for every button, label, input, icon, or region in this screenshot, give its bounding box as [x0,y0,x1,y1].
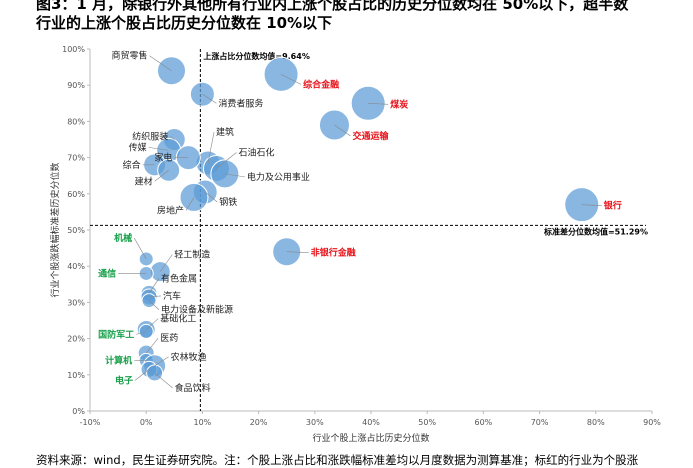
bubble-label: 纺织服装 [132,131,168,143]
x-tick-label: 50% [418,418,436,427]
label-leader-line [216,152,237,169]
label-leader-line [134,369,150,381]
x-tick-label: 20% [250,418,268,427]
bubble-label: 非银行金融 [311,247,356,259]
label-leader-line [160,254,173,272]
label-leader-line [202,93,217,104]
bubble-label: 轻工制造 [174,249,210,261]
y-tick-label: 70% [67,154,85,163]
label-leader-line [154,372,173,389]
x-tick-label: 40% [362,418,380,427]
label-leader-line [334,124,351,137]
bubble-label: 医药 [160,333,178,344]
label-leader-line [145,318,159,330]
label-leader-line [154,356,169,367]
label-leader-line [185,197,195,211]
bubble-label: 机械 [114,232,132,244]
label-leader-line [148,278,160,294]
reference-lines: 上涨占比分位数均值=9.64% 标准差分位数均值=51.29% [90,49,648,411]
label-leader-line [149,55,172,71]
x-tick-label: 70% [531,418,549,427]
bubble-label: 农林牧渔 [171,351,207,363]
title-line-2: 行业的上涨个股占比历史分位数在 10%以下 [36,14,333,32]
label-leader-line [207,131,215,164]
x-tick-label: 60% [475,418,493,427]
y-tick-label: 100% [62,45,85,54]
x-tick-label: -10% [80,418,101,427]
bubble-label: 计算机 [105,354,132,366]
bubble-label: 商贸零售 [111,50,147,62]
label-leader-line [136,331,147,335]
bubble-label: 传媒 [129,141,147,153]
source-note: 资料来源：wind，民生证券研究院。注：个股上涨占比和涨跌幅标准差均以月度数据为… [36,453,639,467]
y-tick-label: 0% [72,407,85,416]
label-leader-line [280,74,302,85]
y-tick-label: 50% [67,226,85,235]
bubble-label: 通信 [98,267,116,279]
bubble-label: 石油石化 [238,146,274,158]
x-tick-label: 0% [140,418,153,427]
bubble-label: 建材 [135,175,153,187]
bubble-label: 有色金属 [161,272,197,284]
label-leader-line [145,337,159,354]
bubble-label: 钢铁 [219,196,237,208]
label-leader-line [133,237,147,260]
bubbles [136,56,600,382]
bubble-label: 电力及公用事业 [247,171,310,183]
y-tick-label: 20% [67,335,85,344]
y-tick-label: 10% [67,371,85,380]
label-leader-line [581,204,602,206]
bubble-label: 交通运输 [352,130,389,142]
y-tick-label: 80% [67,117,85,126]
label-leader-line [224,173,245,178]
bubble-label: 电子 [115,374,133,386]
x-tick-label: 30% [306,418,324,427]
x-mean-label: 上涨占比分位数均值=9.64% [203,51,309,61]
bubble-label: 消费者服务 [218,97,263,109]
label-leader-line [205,191,218,203]
bubble-label: 建筑 [216,126,234,138]
label-leader-line [148,147,169,151]
label-leader-line [154,170,169,182]
label-leader-line [170,136,175,140]
label-leader-line [148,295,162,298]
bubble-label: 煤炭 [390,98,408,110]
bubble-label: 银行 [604,200,622,212]
bubble-label: 基础化工 [160,313,196,325]
bubble-label: 房地产 [157,204,184,216]
x-tick-label: 80% [587,418,605,427]
y-tick-label: 60% [67,190,85,199]
bubble-label: 汽车 [163,290,181,302]
bubble [318,109,350,141]
figure-title: 图3：1 月，除银行外其他所有行业内上涨个股占比的历史分位数均在 50%以下，超… [36,0,693,33]
label-leader-line [148,300,160,310]
y-tick-label: 30% [67,298,85,307]
axes: -10% 0% 10% 20% 30% 40% 50% 60% 70% 80% 90% 0% 10% 20… [49,45,661,444]
bubble-label: 家电 [154,152,172,164]
bubble-label: 综合金融 [303,78,339,90]
title-line-1: 图3：1 月，除银行外其他所有行业内上涨个股占比的历史分位数均在 50%以下，超… [36,0,629,13]
bubble-label: 食品饮料 [175,382,211,394]
x-tick-label: 10% [194,418,212,427]
x-tick-label: 90% [643,418,661,427]
y-tick-label: 40% [67,262,85,271]
bubble-label: 国防军工 [98,328,134,340]
y-mean-label: 标准差分位数均值=51.29% [543,226,648,236]
bubble-label: 综合 [123,159,141,171]
x-axis-title: 行业个股上涨占比历史分位数 [312,432,429,444]
y-tick-label: 90% [67,81,85,90]
label-leader-line [286,251,309,254]
label-leader-line [368,103,389,105]
bubble-label: 电力设备及新能源 [161,304,233,316]
y-axis-title: 行业个股涨跌幅标准差历史分位数 [49,162,61,297]
